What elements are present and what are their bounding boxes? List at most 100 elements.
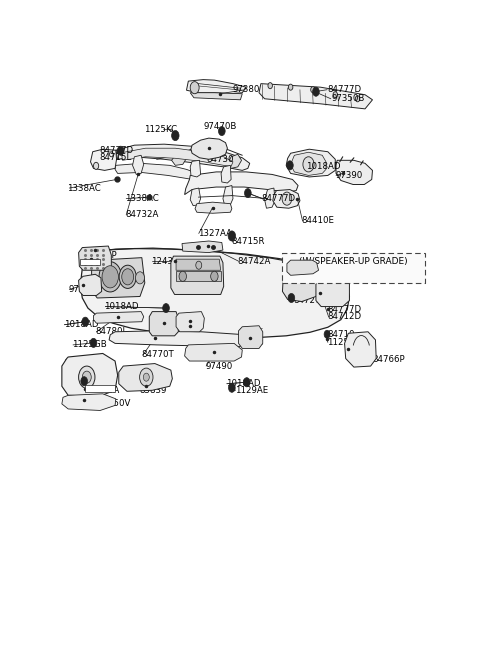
Polygon shape [290, 152, 326, 176]
Circle shape [81, 377, 87, 386]
FancyBboxPatch shape [282, 253, 424, 283]
Polygon shape [109, 331, 246, 347]
Text: 1338AC: 1338AC [125, 194, 159, 203]
Polygon shape [223, 185, 233, 206]
Polygon shape [259, 84, 372, 109]
Text: 91113B: 91113B [68, 378, 102, 386]
Text: 84777D: 84777D [261, 194, 295, 203]
Circle shape [288, 84, 293, 90]
Text: 84715R: 84715R [231, 236, 264, 246]
Polygon shape [195, 202, 232, 214]
Text: 1338AC: 1338AC [203, 352, 237, 362]
Polygon shape [190, 93, 242, 100]
Circle shape [83, 371, 91, 383]
Text: 84715L: 84715L [99, 153, 132, 162]
Text: (W/SPEAKER-UP GRADE): (W/SPEAKER-UP GRADE) [299, 257, 408, 266]
Text: 84750V: 84750V [97, 400, 131, 409]
Text: 84770T: 84770T [142, 350, 175, 360]
Polygon shape [85, 385, 115, 392]
Circle shape [179, 271, 186, 282]
Polygon shape [172, 153, 186, 165]
Text: 1125KC: 1125KC [144, 124, 177, 134]
Circle shape [190, 82, 199, 94]
Text: 95110A: 95110A [87, 386, 120, 395]
Circle shape [94, 162, 99, 170]
Text: 97390: 97390 [335, 171, 362, 180]
Polygon shape [176, 312, 204, 332]
Polygon shape [119, 364, 172, 391]
Circle shape [228, 231, 236, 241]
Polygon shape [239, 326, 263, 348]
Circle shape [244, 189, 251, 198]
Polygon shape [176, 259, 221, 271]
Text: 81389A: 81389A [151, 317, 184, 326]
Circle shape [324, 330, 330, 339]
Text: 84742A: 84742A [238, 257, 271, 266]
Polygon shape [171, 256, 224, 295]
Circle shape [303, 157, 314, 172]
Text: 1018AD: 1018AD [226, 379, 260, 388]
Polygon shape [345, 332, 376, 367]
Polygon shape [182, 241, 223, 253]
Text: 1243KA: 1243KA [151, 257, 184, 266]
Text: 84777D: 84777D [328, 305, 362, 314]
Polygon shape [79, 246, 111, 271]
Polygon shape [176, 271, 221, 282]
Circle shape [122, 269, 133, 285]
Polygon shape [273, 189, 300, 208]
Polygon shape [81, 259, 100, 265]
Polygon shape [190, 160, 201, 177]
Polygon shape [91, 149, 117, 170]
Text: 1327AA: 1327AA [198, 229, 232, 238]
Circle shape [119, 265, 136, 288]
Text: 84712D: 84712D [328, 312, 362, 321]
Text: 97470B: 97470B [203, 122, 237, 131]
Polygon shape [336, 160, 372, 185]
Text: 84732A: 84732A [125, 210, 158, 219]
Text: 97490: 97490 [205, 362, 232, 371]
Text: 84780L: 84780L [96, 328, 128, 336]
Circle shape [203, 139, 216, 157]
Text: 97380: 97380 [232, 85, 260, 94]
Polygon shape [81, 248, 349, 337]
Circle shape [99, 262, 121, 292]
Circle shape [140, 368, 153, 386]
Polygon shape [221, 165, 231, 183]
Polygon shape [116, 144, 250, 170]
Circle shape [163, 303, 169, 312]
Circle shape [282, 192, 292, 205]
Text: 97480: 97480 [68, 285, 96, 294]
Text: 84715U: 84715U [375, 274, 409, 284]
Text: 1129AE: 1129AE [235, 386, 268, 395]
Circle shape [311, 86, 315, 93]
Text: 1018AD: 1018AD [64, 320, 98, 329]
Polygon shape [228, 155, 241, 168]
Polygon shape [316, 276, 349, 307]
Text: 97350B: 97350B [332, 94, 365, 103]
Circle shape [79, 366, 95, 388]
Text: 1125GB: 1125GB [327, 338, 362, 347]
Circle shape [117, 146, 124, 155]
Text: 1125GB: 1125GB [72, 341, 107, 349]
Polygon shape [92, 257, 145, 298]
Text: 84755J: 84755J [148, 333, 179, 342]
Text: 84777D: 84777D [99, 145, 133, 155]
Text: 84730: 84730 [206, 155, 234, 164]
Text: 84765P: 84765P [84, 251, 117, 259]
Circle shape [135, 272, 144, 284]
Polygon shape [132, 155, 144, 174]
Polygon shape [190, 188, 201, 206]
Circle shape [287, 161, 293, 170]
Polygon shape [191, 138, 228, 159]
Circle shape [102, 266, 119, 288]
Polygon shape [185, 172, 298, 195]
Text: 1018AD: 1018AD [305, 162, 340, 172]
Circle shape [312, 87, 319, 96]
Text: 84766P: 84766P [372, 355, 405, 364]
Text: 85839: 85839 [139, 386, 167, 395]
Polygon shape [286, 149, 335, 177]
Polygon shape [186, 80, 246, 94]
Circle shape [144, 373, 149, 381]
Polygon shape [79, 274, 102, 295]
Text: 1338AC: 1338AC [67, 183, 101, 193]
